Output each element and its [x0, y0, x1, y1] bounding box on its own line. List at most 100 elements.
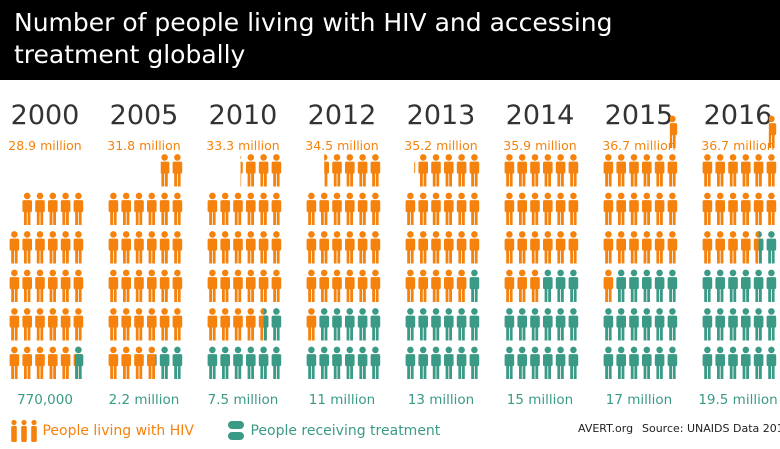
living-value-label: 34.5 million	[305, 138, 378, 153]
person-figure	[324, 154, 329, 187]
person-figure	[370, 308, 381, 341]
person-figure	[357, 192, 368, 225]
person-figure	[543, 154, 553, 187]
person-figure	[715, 231, 725, 264]
treatment-value-label: 19.5 million	[698, 392, 777, 408]
person-figure	[702, 192, 713, 225]
person-figure	[766, 192, 777, 225]
person-figure	[517, 192, 527, 225]
person-figure	[702, 346, 713, 379]
person-figure	[22, 308, 32, 341]
site-credit: AVERT.org	[578, 422, 634, 435]
person-figure	[753, 308, 764, 341]
person-figure	[258, 231, 269, 264]
person-figure	[504, 231, 515, 264]
year-label: 2012	[308, 100, 377, 131]
person-figure	[48, 308, 58, 341]
treatment-value-label: 770,000	[17, 392, 73, 408]
person-figure	[530, 192, 540, 225]
person-figure	[172, 192, 183, 225]
person-figure	[121, 346, 131, 379]
person-figure	[418, 192, 428, 225]
person-figure	[629, 269, 639, 302]
person-figure	[60, 346, 71, 379]
person-figure	[35, 231, 45, 264]
person-figure	[35, 346, 45, 379]
person-figure	[121, 231, 131, 264]
person-figure	[642, 346, 652, 379]
legend-treatment: People receiving treatment	[226, 419, 440, 443]
person-figure	[9, 308, 20, 341]
person-figure	[444, 346, 454, 379]
person-figure	[172, 154, 183, 187]
person-figure	[728, 346, 738, 379]
person-figure	[728, 192, 738, 225]
person-figure	[108, 346, 119, 379]
person-figure	[172, 231, 183, 264]
person-figure	[345, 231, 355, 264]
person-figure	[543, 269, 553, 302]
person-figure	[418, 269, 428, 302]
person-figure	[271, 154, 282, 187]
person-figure	[456, 308, 467, 341]
person-figure	[728, 308, 738, 341]
person-figure	[233, 346, 243, 379]
person-figure	[555, 154, 566, 187]
person-figure	[60, 269, 71, 302]
person-figure	[555, 192, 566, 225]
person-figure	[332, 192, 342, 225]
person-figure	[306, 231, 317, 264]
person-figure	[121, 192, 131, 225]
person-figure	[271, 192, 282, 225]
person-figure	[702, 269, 713, 302]
person-figure	[258, 308, 269, 341]
person-figure	[35, 269, 45, 302]
person-figure	[568, 308, 579, 341]
person-figure	[766, 269, 777, 302]
person-figure	[418, 231, 428, 264]
person-figure	[220, 231, 230, 264]
year-label: 2016	[704, 100, 773, 131]
person-figure	[48, 192, 58, 225]
year-column-2016: 2016 36.7 million 19.5 million	[698, 100, 777, 408]
person-figure	[517, 308, 527, 341]
person-figure	[431, 269, 441, 302]
person-figure	[728, 231, 738, 264]
person-figure	[147, 269, 157, 302]
person-figure	[220, 308, 230, 341]
person-figure	[555, 308, 566, 341]
pill-icon	[228, 421, 244, 440]
person-figure	[414, 161, 416, 174]
person-figure	[715, 346, 725, 379]
person-figure	[134, 346, 144, 379]
person-figure	[9, 269, 20, 302]
person-figure	[530, 231, 540, 264]
person-figure	[405, 192, 416, 225]
person-figure	[9, 346, 20, 379]
living-value-label: 35.9 million	[503, 138, 576, 153]
person-figure	[766, 308, 777, 341]
person-figure	[159, 269, 170, 302]
person-figure	[753, 231, 764, 264]
person-figure	[555, 269, 566, 302]
person-figure	[667, 231, 678, 264]
person-figure	[319, 308, 329, 341]
living-value-label: 36.7 million	[701, 138, 774, 153]
person-figure	[702, 308, 713, 341]
person-figure	[603, 269, 614, 302]
person-figure	[306, 192, 317, 225]
person-figure	[159, 231, 170, 264]
person-figure	[159, 192, 170, 225]
person-figure	[345, 154, 355, 187]
person-figure	[642, 192, 652, 225]
person-figure	[233, 231, 243, 264]
person-figure	[121, 308, 131, 341]
person-figure	[456, 346, 467, 379]
person-figure	[543, 231, 553, 264]
person-figure	[319, 346, 329, 379]
year-column-2012: 2012 34.5 million 11 million	[305, 100, 381, 408]
person-figure	[73, 231, 84, 264]
person-figure	[456, 231, 467, 264]
person-figure	[345, 346, 355, 379]
